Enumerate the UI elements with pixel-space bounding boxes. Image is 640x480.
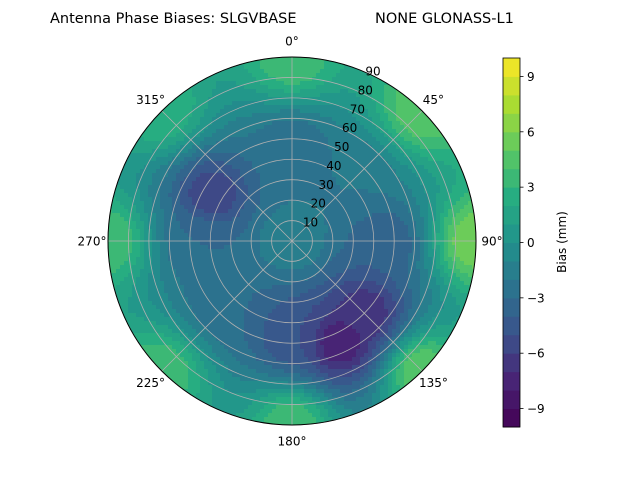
angular-tick-label: 180° — [278, 435, 307, 449]
colorbar-level-band — [503, 371, 520, 391]
angular-tick-label: 315° — [136, 93, 165, 107]
colorbar-level-band — [503, 279, 520, 299]
colorbar-tick-label: −6 — [527, 347, 545, 361]
radial-tick-label: 50 — [334, 140, 349, 154]
angular-grid-line — [291, 240, 423, 372]
chart-title-right: NONE GLONASS-L1 — [375, 11, 514, 27]
radial-tick-label: 60 — [342, 121, 357, 135]
colorbar-level-band — [503, 297, 520, 317]
colorbar-tick-label: 6 — [527, 125, 535, 139]
angular-grid-line — [161, 240, 293, 372]
angular-grid-line — [291, 110, 423, 242]
colorbar: −9 −6 −3 0 3 6 9 — [502, 57, 545, 428]
colorbar-tick-label: −9 — [527, 402, 545, 416]
colorbar-level-band — [503, 76, 520, 96]
colorbar-level-band — [503, 94, 520, 114]
radial-tick-label: 20 — [311, 197, 326, 211]
colorbar-level-band — [503, 390, 520, 410]
colorbar-tick-label: 3 — [527, 181, 535, 195]
radial-tick-label: 10 — [303, 216, 318, 230]
colorbar-level-band — [503, 205, 520, 225]
angular-tick-label: 0° — [285, 35, 299, 49]
angular-tick-labels: 0° 45° 90° 135° 180° 225° 270° 315° — [78, 35, 503, 449]
polar-axis-frame — [107, 56, 477, 426]
colorbar-tick-label: −3 — [527, 291, 545, 305]
angular-tick-label: 135° — [419, 376, 448, 390]
radial-tick-labels: 10 20 30 40 50 60 70 80 90 — [303, 65, 381, 230]
colorbar-tick-label: 9 — [527, 70, 535, 84]
radial-tick-label: 40 — [326, 159, 341, 173]
angular-grid-line — [161, 110, 293, 242]
colorbar-level-band — [503, 187, 520, 207]
radial-tick-label: 70 — [350, 102, 365, 116]
polar-contour-field — [108, 57, 476, 425]
angular-tick-label: 270° — [78, 235, 107, 249]
colorbar-level-band — [503, 316, 520, 336]
radial-tick-label: 90 — [365, 65, 380, 79]
colorbar-level-band — [503, 408, 520, 428]
angular-tick-label: 225° — [136, 376, 165, 390]
angular-tick-label: 90° — [481, 235, 502, 249]
colorbar-level-band — [503, 131, 520, 151]
colorbar-level-band — [503, 168, 520, 188]
polar-grid — [107, 56, 477, 426]
colorbar-label: Bias (mm) — [555, 211, 569, 273]
colorbar-level-band — [503, 113, 520, 133]
colorbar-level-band — [503, 260, 520, 280]
colorbar-level-band — [503, 334, 520, 354]
colorbar-level-band — [503, 242, 520, 262]
radial-tick-label: 30 — [318, 178, 333, 192]
colorbar-level-band — [503, 224, 520, 243]
colorbar-level-band — [503, 58, 520, 77]
colorbar-tick-label: 0 — [527, 236, 535, 250]
colorbar-level-band — [503, 353, 520, 373]
angular-tick-label: 45° — [423, 93, 444, 107]
chart-title-left: Antenna Phase Biases: SLGVBASE — [50, 11, 297, 27]
colorbar-level-band — [503, 150, 520, 170]
radial-tick-label: 80 — [358, 83, 373, 97]
